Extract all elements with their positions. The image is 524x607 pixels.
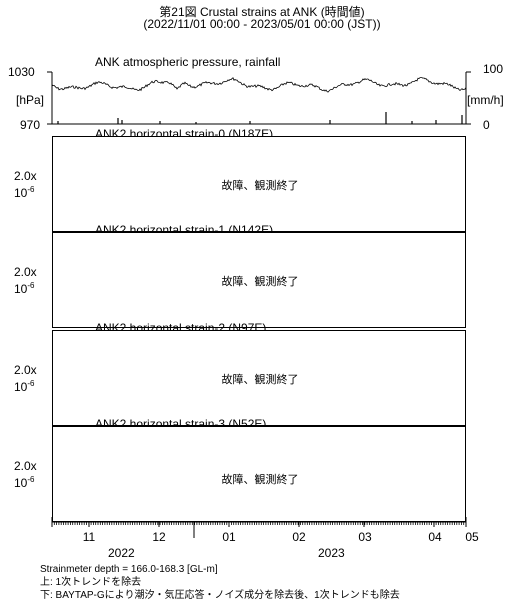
strain-panel-2-scale: 2.0x 10-6 — [14, 364, 37, 394]
month-label-12: 12 — [144, 530, 174, 544]
year-label-2022: 2022 — [108, 546, 135, 560]
rainfall-bars — [58, 112, 462, 124]
strain-panel-3-status: 故障、観測終了 — [53, 471, 467, 487]
strain-panel-1-status: 故障、観測終了 — [53, 273, 467, 289]
footer-upper-note: 上: 1次トレンドを除去 — [40, 577, 141, 588]
month-label-05: 05 — [457, 530, 487, 544]
month-label-01: 01 — [214, 530, 244, 544]
month-label-03: 03 — [350, 530, 380, 544]
footer-lower-note: 下: BAYTAP-Gにより潮汐・気圧応答・ノイズ成分を除去後、1次トレンドも除… — [40, 590, 400, 601]
year-label-2023: 2023 — [318, 546, 345, 560]
strain-panel-0: 故障、観測終了 — [52, 136, 466, 232]
strain-panel-0-scale: 2.0x 10-6 — [14, 170, 37, 200]
month-label-04: 04 — [420, 530, 450, 544]
strain-panel-1: 故障、観測終了 — [52, 232, 466, 328]
pressure-series-line — [52, 78, 466, 93]
strain-panel-3: 故障、観測終了 — [52, 426, 466, 522]
strain-panel-3-scale: 2.0x 10-6 — [14, 460, 37, 490]
strain-panel-1-scale: 2.0x 10-6 — [14, 266, 37, 296]
month-label-02: 02 — [284, 530, 314, 544]
strain-panel-2-status: 故障、観測終了 — [53, 371, 467, 387]
strain-panel-2: 故障、観測終了 — [52, 330, 466, 426]
month-label-11: 11 — [74, 530, 104, 544]
strain-panel-0-status: 故障、観測終了 — [53, 177, 467, 193]
footer-depth: Strainmeter depth = 166.0-168.3 [GL-m] — [40, 564, 218, 575]
